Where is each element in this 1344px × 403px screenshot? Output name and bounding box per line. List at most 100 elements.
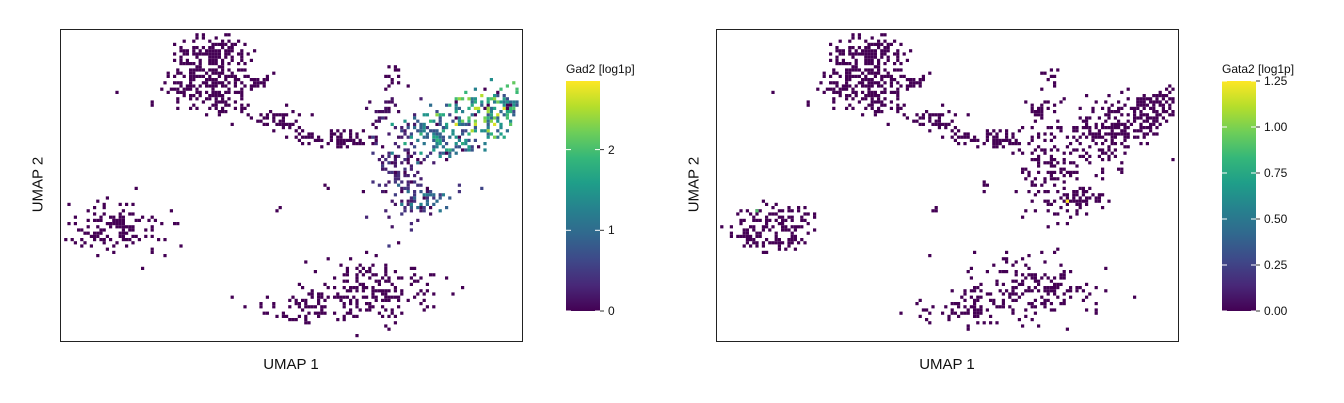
gata2-cell-bin (1049, 170, 1053, 174)
gata2-cell-bin (1120, 129, 1124, 133)
gata2-cell-bin (1075, 170, 1079, 174)
gad2-cell-bin (515, 100, 519, 104)
gad2-cell-bin (505, 116, 509, 120)
gad2-cell-bin (393, 170, 397, 174)
gad2-cell-bin (365, 308, 369, 312)
gata2-cell-bin (765, 250, 769, 254)
gata2-cell-bin (867, 84, 871, 88)
gata2-cell-bin (1097, 135, 1101, 139)
gata2-cell-bin (1107, 132, 1111, 136)
gata2-cell-bin (838, 39, 842, 43)
gata2-cell-bin (1053, 177, 1057, 181)
gata2-cell-bin (841, 58, 845, 62)
gata2-cell-bin (1152, 103, 1156, 107)
gad2-cell-bin (208, 52, 212, 56)
gad2-cell-bin (125, 202, 129, 206)
gad2-cell-bin (128, 228, 132, 232)
gad2-cell-bin (93, 212, 97, 216)
gata2-cell-bin (1049, 164, 1053, 168)
gata2-cell-bin (1065, 145, 1069, 149)
gata2-cell-bin (1139, 110, 1143, 114)
gad2-cell-bin (285, 113, 289, 117)
gata2-cell-bin (1168, 106, 1172, 110)
gad2-colorbar-tick-label: 0 (608, 304, 615, 318)
gata2-cell-bin (797, 209, 801, 213)
gata2-cell-bin (873, 113, 877, 117)
gad2-cell-bin (477, 106, 481, 110)
gad2-cell-bin (259, 302, 263, 306)
gata2-cell-bin (870, 55, 874, 59)
gata2-cell-bin (1081, 119, 1085, 123)
gad2-cell-bin (195, 106, 199, 110)
gata2-cell-bin (1021, 292, 1025, 296)
gata2-cell-bin (755, 234, 759, 238)
gad2-cell-bin (464, 129, 468, 133)
gad2-cell-bin (438, 209, 442, 213)
gata2-cell-bin (1040, 103, 1044, 107)
gata2-cell-bin (1005, 138, 1009, 142)
gata2-cell-bin (1049, 308, 1053, 312)
gata2-cell-bin (880, 74, 884, 78)
gad2-cell-bin (208, 78, 212, 82)
gata2-cell-bin (1145, 142, 1149, 146)
gata2-cell-bin (1171, 113, 1175, 117)
gad2-cell-bin (349, 308, 353, 312)
gata2-cell-bin (1062, 298, 1066, 302)
gad2-cell-bin (345, 145, 349, 149)
gad2-cell-bin (451, 119, 455, 123)
gad2-cell-bin (333, 276, 337, 280)
gad2-cell-bin (80, 228, 84, 232)
gad2-cell-bin (281, 314, 285, 318)
gata2-cell-bin (896, 106, 900, 110)
gad2-cell-bin (163, 238, 167, 242)
gata2-cell-bin (851, 36, 855, 40)
gad2-cell-bin (201, 68, 205, 72)
gata2-cell-bin (880, 78, 884, 82)
gata2-cell-bin (1069, 270, 1073, 274)
gad2-cell-bin (240, 52, 244, 56)
gad2-cell-bin (457, 122, 461, 126)
gad2-cell-bin (115, 222, 119, 226)
gata2-cell-bin (893, 52, 897, 56)
gad2-cell-bin (128, 238, 132, 242)
gad2-cell-bin (473, 87, 477, 91)
gata2-cell-bin (1027, 190, 1031, 194)
gad2-cell-bin (192, 49, 196, 53)
gad2-cell-bin (93, 234, 97, 238)
gata2-cell-bin (1171, 158, 1175, 162)
gad2-cell-bin (397, 170, 401, 174)
gata2-cell-bin (886, 58, 890, 62)
gata2-cell-bin (1030, 126, 1034, 130)
gad2-cell-bin (240, 49, 244, 53)
gad2-cell-bin (419, 177, 423, 181)
gad2-cell-bin (406, 154, 410, 158)
gad2-cell-bin (179, 62, 183, 66)
gata2-cell-bin (1014, 138, 1018, 142)
gata2-cell-bin (973, 302, 977, 306)
gata2-cell-bin (1037, 106, 1041, 110)
gata2-cell-bin (985, 183, 989, 187)
gata2-cell-bin (925, 308, 929, 312)
gata2-cell-bin (1149, 100, 1153, 104)
gad2-cell-bin (406, 148, 410, 152)
gata2-cell-bin (1145, 116, 1149, 120)
gata2-cell-bin (781, 241, 785, 245)
gata2-cell-bin (893, 90, 897, 94)
gata2-colorbar-tick-label: 0.25 (1264, 258, 1288, 272)
gad2-cell-bin (413, 126, 417, 130)
gad2-cell-bin (198, 94, 202, 98)
gad2-cell-bin (515, 90, 519, 94)
gata2-cell-bin (1145, 119, 1149, 123)
gad2-cell-bin (195, 90, 199, 94)
gad2-cell-bin (339, 138, 343, 142)
gata2-cell-bin (1021, 151, 1025, 155)
gad2-cell-bin (201, 81, 205, 85)
gata2-cell-bin (1158, 94, 1162, 98)
gad2-cell-bin (198, 52, 202, 56)
gad2-cell-bin (461, 132, 465, 136)
gata2-cell-bin (1075, 177, 1079, 181)
gad2-cell-bin (371, 289, 375, 293)
gad2-cell-bin (393, 321, 397, 325)
gata2-cell-bin (1088, 161, 1092, 165)
gad2-cell-bin (227, 49, 231, 53)
